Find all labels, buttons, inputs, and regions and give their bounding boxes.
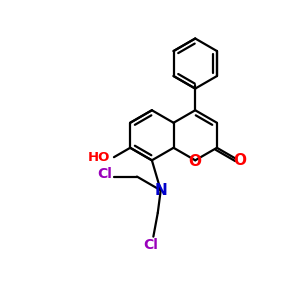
Text: O: O [233, 153, 246, 168]
Text: HO: HO [88, 151, 110, 164]
Text: N: N [154, 183, 167, 198]
Text: O: O [189, 154, 202, 169]
Text: Cl: Cl [143, 238, 158, 252]
Text: Cl: Cl [98, 167, 112, 181]
